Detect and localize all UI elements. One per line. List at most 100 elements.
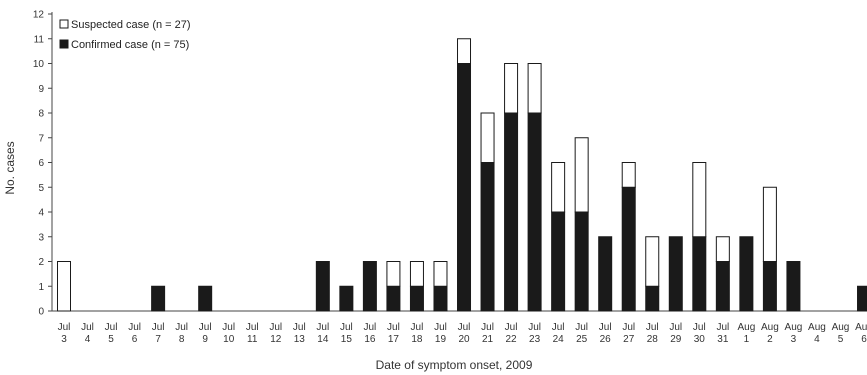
bar-confirmed xyxy=(433,285,448,312)
x-tick-label-month: Aug xyxy=(832,322,850,333)
bar-suspected xyxy=(480,112,495,163)
legend-label-suspected: Suspected case (n = 27) xyxy=(71,19,191,31)
bar-confirmed xyxy=(409,285,424,312)
y-tick-label: 9 xyxy=(38,84,44,95)
x-tick-label-month: Jul xyxy=(269,322,282,333)
x-tick-label-month: Aug xyxy=(761,322,779,333)
bar-confirmed xyxy=(315,261,330,312)
x-tick-label-day: 7 xyxy=(155,334,161,345)
bar-confirmed xyxy=(621,186,636,312)
x-tick-label-month: Jul xyxy=(363,322,376,333)
y-tick-label: 0 xyxy=(38,307,44,318)
y-tick-label: 11 xyxy=(34,34,45,45)
x-tick-label-month: Jul xyxy=(175,322,188,333)
x-tick-label-month: Jul xyxy=(293,322,306,333)
x-tick-label-day: 25 xyxy=(576,334,588,345)
x-tick-label-month: Jul xyxy=(246,322,259,333)
bars xyxy=(57,38,867,312)
y-tick-label: 10 xyxy=(33,59,45,70)
bar-confirmed xyxy=(198,285,213,312)
x-tick-label-month: Jul xyxy=(128,322,141,333)
y-axis-title: No. cases xyxy=(3,141,17,194)
x-tick-label-day: 27 xyxy=(623,334,635,345)
y-tick-label: 7 xyxy=(38,133,44,144)
bar-confirmed xyxy=(386,285,401,312)
x-tick-label-day: 29 xyxy=(670,334,682,345)
bar-confirmed xyxy=(715,261,730,312)
x-tick-label-day: 28 xyxy=(647,334,659,345)
x-tick-label-month: Jul xyxy=(340,322,353,333)
bar-confirmed xyxy=(668,236,683,312)
bar-confirmed xyxy=(457,63,472,312)
y-tick-label: 1 xyxy=(38,282,44,293)
legend-swatch-confirmed xyxy=(59,39,69,49)
x-tick-label-month: Jul xyxy=(387,322,400,333)
x-tick-label-month: Jul xyxy=(411,322,424,333)
x-tick-label-month: Jul xyxy=(646,322,659,333)
bar-confirmed xyxy=(504,112,519,312)
bar-confirmed xyxy=(739,236,754,312)
x-tick-label-day: 24 xyxy=(553,334,565,345)
y-tick-label: 12 xyxy=(33,10,45,21)
x-tick-label-month: Jul xyxy=(458,322,471,333)
bar-suspected xyxy=(715,236,730,262)
x-tick-label-day: 5 xyxy=(838,334,844,345)
x-tick-label-day: 23 xyxy=(529,334,541,345)
x-tick-label-day: 15 xyxy=(341,334,353,345)
x-tick-label-month: Jul xyxy=(716,322,729,333)
bar-confirmed xyxy=(762,261,777,312)
x-tick-label-day: 20 xyxy=(458,334,470,345)
bar-confirmed xyxy=(598,236,613,312)
x-tick-label-month: Jul xyxy=(693,322,706,333)
x-tick-label-day: 22 xyxy=(506,334,518,345)
x-tick-label-month: Jul xyxy=(622,322,635,333)
x-tick-label-month: Jul xyxy=(599,322,612,333)
x-tick-label-day: 4 xyxy=(85,334,91,345)
x-tick-label-day: 6 xyxy=(132,334,138,345)
x-tick-label-month: Aug xyxy=(737,322,755,333)
x-tick-label-month: Jul xyxy=(105,322,118,333)
x-tick-label-month: Jul xyxy=(199,322,212,333)
bar-confirmed xyxy=(692,236,707,312)
x-tick-label-day: 31 xyxy=(717,334,729,345)
x-tick-label-month: Aug xyxy=(855,322,867,333)
x-tick-label-day: 3 xyxy=(61,334,67,345)
bar-suspected xyxy=(762,186,777,262)
y-tick-label: 2 xyxy=(38,257,44,268)
x-tick-label-month: Jul xyxy=(316,322,329,333)
x-tick-label-day: 8 xyxy=(179,334,185,345)
bar-suspected xyxy=(57,261,71,312)
bar-suspected xyxy=(457,38,472,64)
legend-swatch-suspected xyxy=(59,19,69,29)
bar-suspected xyxy=(504,63,519,114)
x-tick-label-day: 1 xyxy=(744,334,750,345)
x-tick-label-month: Jul xyxy=(434,322,447,333)
bar-suspected xyxy=(433,261,448,287)
x-tick-label-day: 13 xyxy=(294,334,306,345)
x-tick-label-day: 6 xyxy=(861,334,867,345)
x-tick-label-day: 4 xyxy=(814,334,820,345)
bar-confirmed xyxy=(857,285,867,312)
x-tick-label-day: 11 xyxy=(247,334,258,345)
x-tick-label-month: Jul xyxy=(669,322,682,333)
x-tick-label-day: 16 xyxy=(364,334,376,345)
x-tick-label-day: 9 xyxy=(202,334,208,345)
y-tick-label: 6 xyxy=(38,158,44,169)
x-tick-label-day: 14 xyxy=(317,334,329,345)
x-tick-label-day: 19 xyxy=(435,334,447,345)
bar-confirmed xyxy=(339,285,354,312)
bar-confirmed xyxy=(645,285,660,312)
bar-confirmed xyxy=(480,162,495,312)
bar-suspected xyxy=(386,261,401,287)
x-tick-label-month: Jul xyxy=(81,322,94,333)
bar-confirmed xyxy=(527,112,542,312)
bar-confirmed xyxy=(551,211,566,312)
bar-suspected xyxy=(574,137,589,213)
y-tick-label: 5 xyxy=(38,183,44,194)
bar-suspected xyxy=(621,162,636,188)
y-tick-label: 3 xyxy=(38,232,44,243)
legend: Suspected case (n = 27) Confirmed case (… xyxy=(59,19,191,51)
x-tick-label-day: 10 xyxy=(223,334,235,345)
